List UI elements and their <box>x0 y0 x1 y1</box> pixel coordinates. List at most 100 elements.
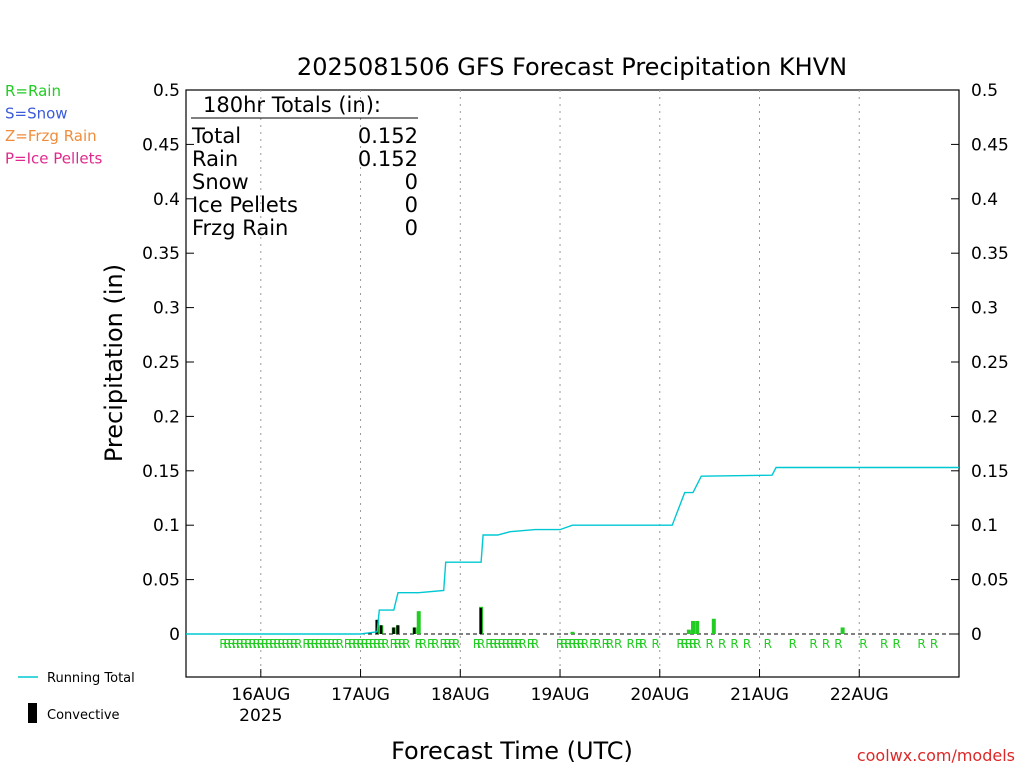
x-tick-label-6: 22AUG <box>830 685 889 705</box>
ptype-marker-39: R <box>394 637 402 651</box>
ptype-marker-48: R <box>448 637 456 651</box>
y-tick-label-left-8: 0.4 <box>153 190 180 210</box>
ptype-marker-31: R <box>356 637 364 651</box>
y-tick-label-right-6: 0.3 <box>971 299 998 319</box>
ptype-marker-17: R <box>290 637 298 651</box>
ptype-marker-77: R <box>639 637 647 651</box>
ptype-marker-61: R <box>527 637 535 651</box>
ptype-marker-93: R <box>859 637 867 651</box>
y-tick-label-left-3: 0.15 <box>142 462 180 482</box>
ptype-marker-24: R <box>323 637 331 651</box>
precip-bar-8 <box>686 629 691 634</box>
ptype-marker-67: R <box>572 637 580 651</box>
precip-bar-5 <box>416 611 421 634</box>
ptype-legend: R=Rain S=Snow Z=Frzg Rain P=Ice Pellets <box>5 82 102 168</box>
precip-bar-10 <box>695 620 700 634</box>
ptype-marker-44: R <box>427 637 435 651</box>
convective-bar-2 <box>392 627 395 634</box>
x-axis-label: Forecast Time (UTC) <box>391 737 633 765</box>
ptype-marker-26: R <box>331 637 339 651</box>
convective-bar-0 <box>375 619 379 634</box>
totals-header: 180hr Totals (in): <box>203 93 381 117</box>
ptype-marker-10: R <box>261 637 269 651</box>
y-tick-label-right-7: 0.35 <box>971 244 1009 264</box>
x-tick-label-5: 21AUG <box>730 685 789 705</box>
ptype-marker-91: R <box>822 637 830 651</box>
precip-bar-11 <box>711 618 716 634</box>
ptype-marker-30: R <box>352 637 360 651</box>
ptype-marker-7: R <box>248 637 256 651</box>
ptype-marker-28: R <box>344 637 352 651</box>
ptype-marker-63: R <box>556 637 564 651</box>
ptype-marker-75: R <box>627 637 635 651</box>
precip-bar-9 <box>691 620 696 634</box>
ptype-marker-45: R <box>431 637 439 651</box>
ptype-marker-59: R <box>514 637 522 651</box>
ptype-marker-97: R <box>930 637 938 651</box>
ptype-marker-12: R <box>269 637 277 651</box>
ptype-marker-52: R <box>485 637 493 651</box>
ptype-marker-20: R <box>307 637 315 651</box>
ptype-marker-21: R <box>311 637 319 651</box>
ptype-marker-11: R <box>265 637 273 651</box>
ptype-marker-8: R <box>252 637 260 651</box>
y-tick-label-left-9: 0.45 <box>142 135 180 155</box>
ptype-marker-40: R <box>398 637 406 651</box>
x-tick-sublabel-0: 2025 <box>239 706 282 726</box>
y-tick-label-right-10: 0.5 <box>971 81 998 101</box>
ptype-marker-0: R <box>219 637 227 651</box>
ptype-marker-92: R <box>834 637 842 651</box>
ptype-marker-60: R <box>518 637 526 651</box>
ptype-marker-36: R <box>377 637 385 651</box>
credit-text: coolwx.com/models <box>857 746 1015 765</box>
x-tick-label-2: 18AUG <box>431 685 490 705</box>
ptype-legend-item-0: R=Rain <box>5 82 61 100</box>
ptype-marker-79: R <box>676 637 684 651</box>
convective-legend-label: Convective <box>47 708 120 723</box>
ptype-marker-65: R <box>564 637 572 651</box>
y-tick-label-left-7: 0.35 <box>142 244 180 264</box>
plot-frame <box>185 89 960 678</box>
ptype-marker-27: R <box>336 637 344 651</box>
precip-bar-12 <box>840 627 845 634</box>
ptype-marker-57: R <box>506 637 514 651</box>
convective-bar-3 <box>396 625 399 634</box>
ptype-marker-42: R <box>415 637 423 651</box>
x-tick-label-3: 19AUG <box>531 685 590 705</box>
ptype-marker-23: R <box>319 637 327 651</box>
totals-label-3: Ice Pellets <box>192 193 298 217</box>
ptype-marker-38: R <box>390 637 398 651</box>
y-axis-left: 0 0.05 0.1 0.15 0.2 0.25 0.3 0.35 0.4 0.45 0.5 <box>142 81 194 645</box>
y-tick-label-right-3: 0.15 <box>971 462 1009 482</box>
ptype-marker-74: R <box>614 637 622 651</box>
ptype-marker-94: R <box>880 637 888 651</box>
y-tick-label-left-6: 0.3 <box>153 299 180 319</box>
ptype-marker-19: R <box>302 637 310 651</box>
ptype-marker-4: R <box>236 637 244 651</box>
ptype-marker-78: R <box>651 637 659 651</box>
ptype-marker-56: R <box>502 637 510 651</box>
ptype-marker-47: R <box>444 637 452 651</box>
ptype-marker-83: R <box>693 637 701 651</box>
ptype-marker-35: R <box>373 637 381 651</box>
ptype-marker-14: R <box>277 637 285 651</box>
totals-label-0: Total <box>191 124 241 148</box>
ptype-marker-50: R <box>473 637 481 651</box>
x-tick-label-0: 16AUG <box>231 685 290 705</box>
ptype-marker-37: R <box>381 637 389 651</box>
ptype-marker-6: R <box>244 637 252 651</box>
ptype-legend-item-1: S=Snow <box>5 105 68 123</box>
running-total-legend-label: Running Total <box>47 671 135 686</box>
y-tick-label-right-4: 0.2 <box>971 407 998 427</box>
ptype-marker-72: R <box>602 637 610 651</box>
ptype-marker-70: R <box>589 637 597 651</box>
convective-bar-1 <box>379 625 383 634</box>
ptype-marker-95: R <box>892 637 900 651</box>
ptype-marker-62: R <box>531 637 539 651</box>
y-tick-label-right-8: 0.4 <box>971 190 998 210</box>
ptype-marker-84: R <box>705 637 713 651</box>
ptype-marker-1: R <box>223 637 231 651</box>
